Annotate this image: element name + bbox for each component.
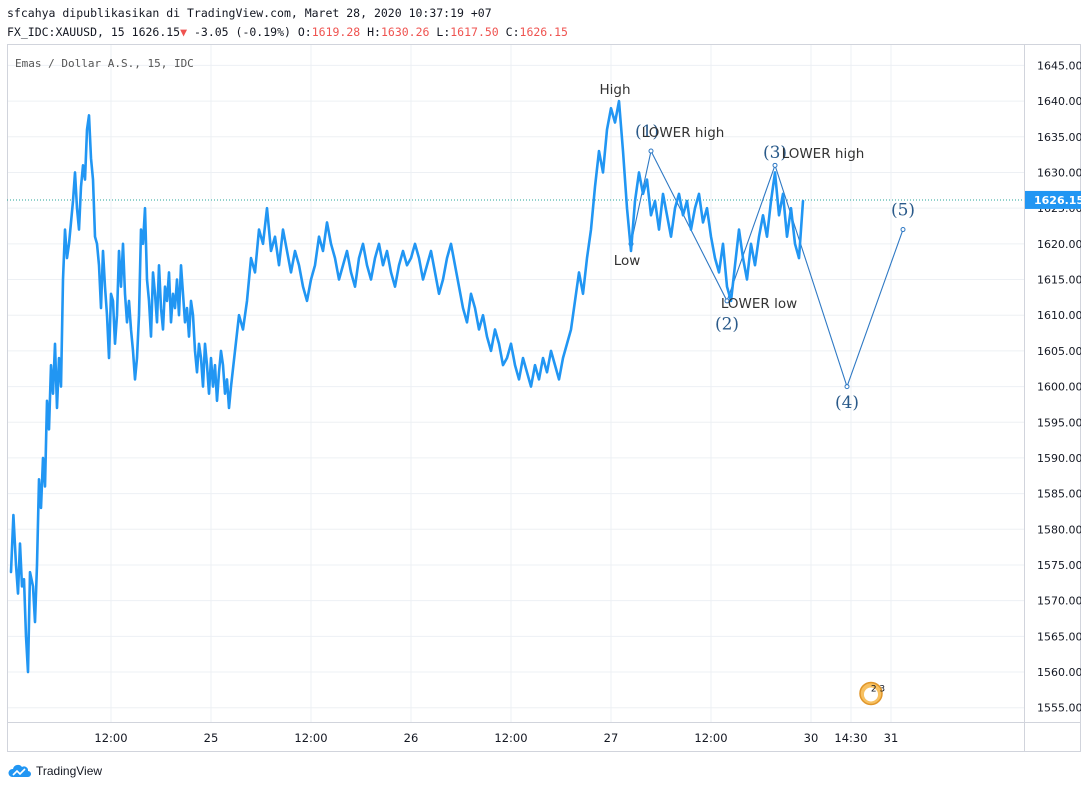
low-value: 1617.50 — [450, 25, 499, 39]
wave-label: (5) — [891, 200, 915, 220]
brand-name[interactable]: TradingView — [36, 764, 103, 778]
event-badge-inner — [864, 687, 878, 702]
y-tick-label: 1595.00 — [1037, 416, 1081, 429]
wave-point[interactable] — [724, 298, 730, 304]
close-label: C: — [505, 25, 520, 39]
wave-label: (3) — [763, 143, 787, 163]
x-tick-label: 27 — [604, 731, 619, 745]
close-value: 1626.15 — [519, 25, 568, 39]
y-tick-label: 1640.00 — [1037, 95, 1081, 108]
x-tick-label: 12:00 — [494, 731, 527, 745]
tradingview-cloud-icon — [8, 764, 31, 777]
wave-label: (4) — [835, 393, 859, 413]
annotation-label: Low — [614, 253, 641, 269]
y-tick-label: 1620.00 — [1037, 238, 1081, 251]
y-tick-label: 1585.00 — [1037, 488, 1081, 501]
wave-point[interactable] — [844, 384, 850, 390]
x-tick-label: 31 — [884, 731, 899, 745]
x-tick-label: 26 — [404, 731, 419, 745]
y-tick-label: 1610.00 — [1037, 309, 1081, 322]
open-value: 1619.28 — [311, 25, 361, 39]
open-label: O: — [297, 25, 312, 39]
y-tick-label: 1615.00 — [1037, 274, 1081, 287]
y-tick-label: 1600.00 — [1037, 381, 1081, 394]
y-tick-label: 1645.00 — [1037, 59, 1081, 72]
wave-point[interactable] — [772, 162, 778, 168]
y-tick-label: 1635.00 — [1037, 131, 1081, 144]
y-tick-label: 1570.00 — [1037, 595, 1081, 608]
x-tick-label: 12:00 — [294, 731, 327, 745]
chart-title: Emas / Dollar A.S., 15, IDC — [15, 57, 194, 70]
annotation-label: LOWER low — [721, 296, 797, 312]
x-tick-label: 25 — [204, 731, 219, 745]
y-tick-label: 1560.00 — [1037, 666, 1081, 679]
y-tick-label: 1575.00 — [1037, 559, 1081, 572]
y-tick-label: 1590.00 — [1037, 452, 1081, 465]
y-tick-label: 1605.00 — [1037, 345, 1081, 358]
last-price-label: 1626.15 — [1034, 194, 1081, 207]
annotation-label: LOWER high — [782, 146, 865, 162]
y-tick-label: 1630.00 — [1037, 166, 1081, 179]
y-tick-label: 1565.00 — [1037, 630, 1081, 643]
x-tick-label: 12:00 — [694, 731, 727, 745]
last-price-tag — [1025, 190, 1081, 209]
wave-point[interactable] — [900, 227, 906, 233]
price-change: -3.05 (-0.19%) — [193, 25, 291, 39]
x-tick-label: 14:30 — [834, 731, 867, 745]
publication-info: sfcahya dipublikasikan di TradingView.co… — [7, 6, 492, 20]
x-tick-label: 12:00 — [94, 731, 127, 745]
wave-label: (1) — [635, 122, 659, 142]
high-value: 1630.26 — [380, 25, 430, 39]
ohlc-bar: FX_IDC:XAUUSD, 15 1626.15▼ -3.05 (-0.19%… — [7, 25, 568, 39]
x-tick-label: 30 — [804, 731, 819, 745]
price-series-line[interactable] — [9, 99, 805, 674]
wave-label: (2) — [715, 314, 739, 334]
down-arrow-icon: ▼ — [180, 25, 188, 39]
high-label: H: — [367, 25, 381, 39]
event-badge-count: 2 3 — [871, 684, 885, 694]
annotation-label: LOWER high — [642, 125, 725, 141]
annotation-label: High — [599, 82, 630, 98]
chart-border — [7, 44, 1081, 752]
elliott-wave-path[interactable] — [630, 149, 904, 389]
chart-area[interactable]: Emas / Dollar A.S., 15, IDC High (1) LOWER… — [7, 44, 1081, 752]
last-price: 1626.15 — [131, 25, 181, 39]
footer: TradingView — [8, 762, 102, 780]
wave-point[interactable] — [648, 148, 654, 154]
price-chart[interactable]: Emas / Dollar A.S., 15, IDC High(1)LOWER… — [7, 44, 1081, 752]
symbol-label: FX_IDC:XAUUSD, 15 — [7, 25, 125, 39]
y-tick-label: 1555.00 — [1037, 702, 1081, 715]
low-label: L: — [436, 25, 451, 39]
y-tick-label: 1580.00 — [1037, 523, 1081, 536]
